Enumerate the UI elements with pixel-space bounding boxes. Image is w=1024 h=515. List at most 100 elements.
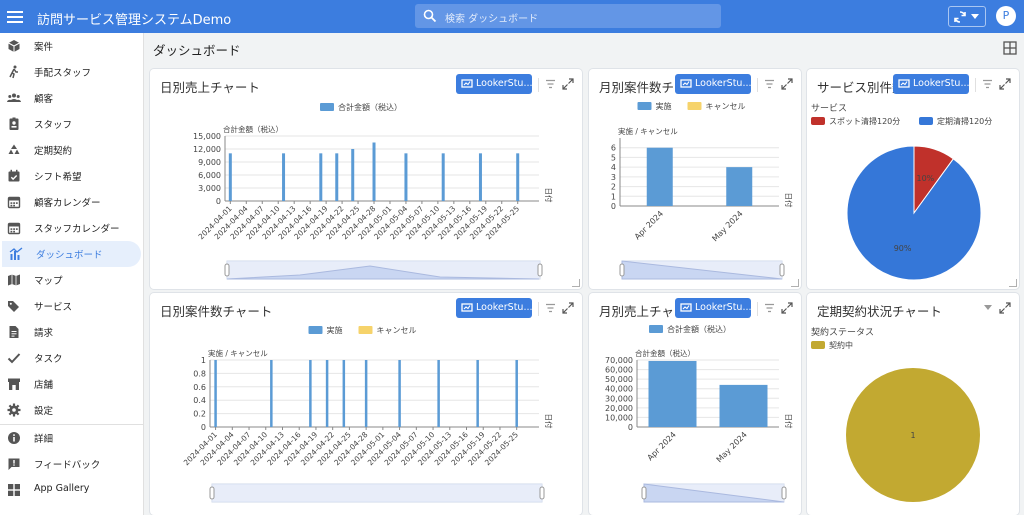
expand-icon[interactable]	[999, 78, 1011, 90]
calendar-icon	[7, 196, 21, 209]
filter-icon[interactable]	[764, 79, 775, 89]
resize-handle[interactable]	[791, 279, 799, 287]
menu-icon[interactable]	[7, 8, 23, 24]
y-tick-label: 3	[611, 173, 616, 182]
sidebar-item-billing[interactable]: 請求	[0, 319, 144, 345]
lookerstudio-label: LookerStu...	[476, 78, 532, 89]
lookerstudio-label: LookerStu...	[695, 302, 751, 313]
expand-icon[interactable]	[781, 302, 793, 314]
card-title: サービス別件数	[817, 80, 905, 95]
sidebar-item-cases[interactable]: 案件	[0, 33, 144, 59]
sidebar-divider	[0, 424, 144, 425]
card-monthly-sales: 合計金額（税込） 0 10,000 20,000 30,000 40,000 50,000 6…	[589, 293, 801, 515]
lookerstudio-button[interactable]: LookerStu...	[675, 298, 751, 318]
y-axis-label: 合計金額（税込）	[635, 348, 695, 358]
bar	[719, 384, 768, 427]
expand-icon[interactable]	[781, 78, 793, 90]
apps-icon	[8, 484, 20, 496]
pie-slice	[846, 145, 982, 281]
y-axis-label: 合計金額（税込）	[223, 124, 283, 134]
sidebar-item-feedback[interactable]: フィードバック	[0, 451, 144, 477]
lookerstudio-icon	[680, 79, 692, 88]
chart-icon	[9, 247, 23, 260]
legend-label: スポット清掃120分	[829, 116, 900, 126]
bar	[478, 153, 482, 201]
y-tick-label: 50,000	[605, 375, 633, 384]
resize-handle[interactable]	[572, 279, 580, 287]
layout-grid-icon[interactable]	[1003, 41, 1017, 55]
sidebar: 案件 手配スタッフ 顧客 スタッフ 定期契約 シフト希望 顧客カレンダー スタッ…	[0, 33, 144, 515]
bar	[404, 153, 408, 201]
y-tick-label: 5	[611, 153, 616, 162]
sidebar-item-label: 定期契約	[34, 146, 73, 157]
sidebar-item-regular-contracts[interactable]: 定期契約	[0, 137, 144, 163]
recycle-icon	[8, 144, 20, 154]
expand-icon[interactable]	[562, 78, 574, 90]
search-input[interactable]: 検索 ダッシュボード	[415, 4, 721, 28]
sidebar-item-settings[interactable]: 設定	[0, 397, 144, 423]
legend-label: 合計金額（税込）	[338, 102, 402, 112]
zoom-window	[212, 484, 542, 502]
sidebar-item-assigned-staff[interactable]: 手配スタッフ	[0, 59, 144, 85]
sidebar-item-staff-calendar[interactable]: スタッフカレンダー	[0, 215, 144, 241]
sidebar-item-tasks[interactable]: タスク	[0, 345, 144, 371]
card-title: 日別案件数チャート	[160, 304, 273, 319]
pie-label: 90%	[894, 244, 912, 253]
sidebar-item-customer-calendar[interactable]: 顧客カレンダー	[0, 189, 144, 215]
sidebar-item-label: 設定	[34, 406, 54, 417]
lookerstudio-icon	[680, 303, 692, 312]
store-icon	[8, 378, 20, 390]
filter-icon[interactable]	[982, 79, 993, 89]
pie-slice	[846, 368, 980, 502]
bar	[648, 360, 697, 427]
card-contract-status: 契約ステータス 契約中 1 定期契約状況チャート	[807, 293, 1019, 515]
expand-icon[interactable]	[562, 302, 574, 314]
x-axis-label: 日付	[784, 193, 794, 208]
sidebar-item-customers[interactable]: 顧客	[0, 85, 144, 111]
filter-icon[interactable]	[545, 303, 556, 313]
expand-icon[interactable]	[999, 302, 1011, 314]
zoom-handle-right	[781, 486, 787, 500]
sidebar-item-map[interactable]: マップ	[0, 267, 144, 293]
card-title: 月別売上チャート	[599, 304, 699, 319]
sidebar-item-label: 店舗	[34, 380, 54, 391]
bar	[228, 153, 232, 201]
chevron-down-icon[interactable]	[971, 14, 979, 19]
bar	[319, 153, 323, 201]
sidebar-item-app-gallery[interactable]: App Gallery	[0, 477, 144, 503]
app-header: 訪問サービス管理システムDemo 検索 ダッシュボード P	[0, 0, 1024, 33]
legend-swatch	[358, 326, 373, 334]
y-tick-label: 1	[611, 192, 616, 201]
filter-icon[interactable]	[764, 303, 775, 313]
bar	[726, 167, 753, 206]
lookerstudio-button[interactable]: LookerStu...	[893, 74, 969, 94]
sidebar-item-dashboard[interactable]: ダッシュボード	[2, 241, 141, 267]
y-tick-label: 0.2	[193, 410, 206, 419]
sidebar-item-staff[interactable]: スタッフ	[0, 111, 144, 137]
sidebar-item-services[interactable]: サービス	[0, 293, 144, 319]
legend-label: キャンセル	[706, 102, 746, 111]
lookerstudio-button[interactable]: LookerStu...	[456, 298, 532, 318]
lookerstudio-button[interactable]: LookerStu...	[675, 74, 751, 94]
avatar[interactable]: P	[996, 6, 1016, 26]
legend-swatch	[811, 341, 825, 349]
y-tick-label: 6	[611, 144, 616, 153]
sidebar-item-about[interactable]: 詳細	[0, 425, 144, 451]
sidebar-item-shift-requests[interactable]: シフト希望	[0, 163, 144, 189]
sync-button[interactable]	[948, 6, 986, 27]
divider	[975, 78, 976, 92]
tags-icon	[8, 301, 19, 312]
page-title: ダッシュボード	[153, 43, 241, 58]
resize-handle[interactable]	[1009, 279, 1017, 287]
y-tick-label: 6,000	[198, 171, 221, 180]
zoom-handle-right	[779, 263, 785, 277]
sidebar-item-stores[interactable]: 店舗	[0, 371, 144, 397]
filter-icon[interactable]	[545, 79, 556, 89]
y-tick-label: 20,000	[605, 404, 633, 413]
dropdown-arrow-icon[interactable]	[983, 304, 993, 312]
gear-icon	[7, 403, 21, 417]
lookerstudio-button[interactable]: LookerStu...	[456, 74, 532, 94]
y-tick-label: 1	[201, 356, 206, 365]
x-axis-label: 日付	[544, 188, 554, 203]
legend-label: 合計金額（税込）	[667, 324, 731, 334]
